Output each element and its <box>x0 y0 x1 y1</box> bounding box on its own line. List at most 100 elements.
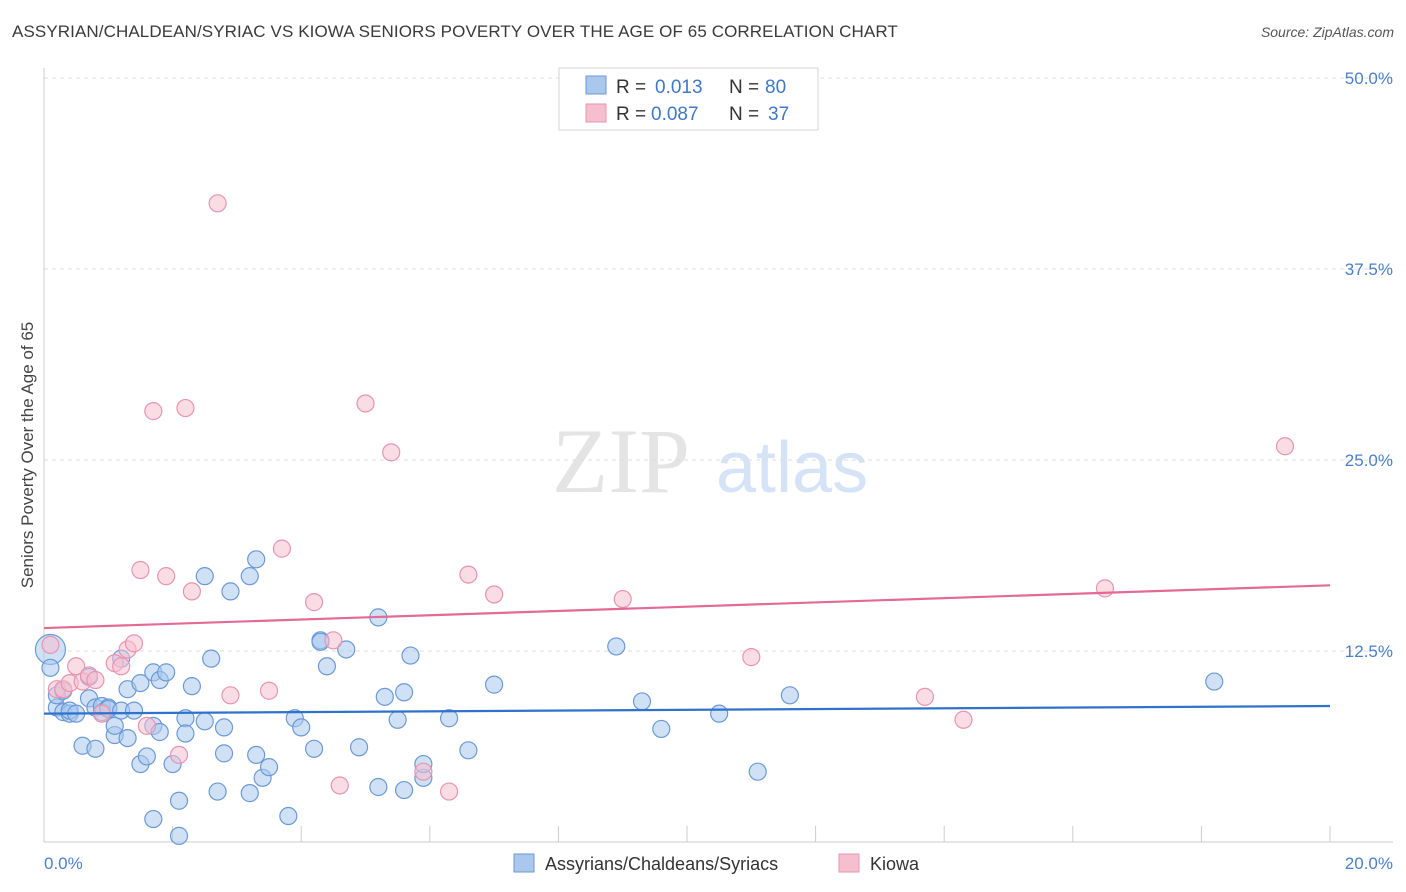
bottom-legend-swatch-pink <box>838 853 860 873</box>
bottom-legend-swatch-blue <box>513 853 535 873</box>
y-tick-label: 25.0% <box>1345 451 1393 470</box>
assyrians-point <box>259 758 279 777</box>
kiowa-point <box>1095 579 1115 598</box>
legend-n-value-1: 80 <box>765 77 786 98</box>
assyrians-point <box>240 784 259 803</box>
x-tick-label-min: 0.0% <box>44 854 83 873</box>
kiowa-point <box>131 560 150 580</box>
assyrians-point <box>317 657 337 676</box>
kiowa-point <box>169 745 189 765</box>
kiowa-point <box>356 394 375 413</box>
kiowa-point <box>221 686 240 705</box>
kiowa-point <box>182 582 201 601</box>
legend-r-label-2: R = <box>616 104 646 125</box>
assyrians-point <box>169 791 189 810</box>
kiowa-point <box>742 648 761 667</box>
kiowa-point <box>330 776 349 795</box>
assyrians-point <box>131 673 150 693</box>
assyrians-point <box>118 728 137 748</box>
assyrians-point <box>137 747 156 766</box>
kiowa-point <box>144 402 163 421</box>
assyrians-point <box>632 692 652 711</box>
assyrians-point <box>607 637 626 656</box>
assyrians-point <box>375 687 394 706</box>
source-label: Source: ZipAtlas.com <box>1260 24 1394 40</box>
kiowa-point <box>439 782 459 801</box>
assyrians-point <box>439 709 459 728</box>
assyrians-point <box>710 704 729 723</box>
assyrians-point <box>780 686 799 705</box>
assyrians-point <box>304 739 324 758</box>
kiowa-point <box>382 443 401 462</box>
assyrians-point <box>214 718 234 737</box>
kiowa-point <box>41 635 60 654</box>
trendlines <box>43 584 1331 715</box>
kiowa-point <box>324 631 343 650</box>
legend-r-value-2: 0.087 <box>651 104 699 125</box>
assyrians-point <box>388 710 407 729</box>
kiowa-point <box>259 681 279 700</box>
assyrians-point <box>182 677 201 696</box>
assyrians-point <box>369 777 388 797</box>
kiowa-point <box>459 565 478 584</box>
kiowa-trendline <box>43 584 1331 630</box>
kiowa-point <box>124 634 144 653</box>
assyrians-point <box>41 658 60 677</box>
assyrians-point <box>247 745 266 765</box>
x-axis-ticks <box>172 826 1331 842</box>
assyrians-point <box>208 782 227 801</box>
assyrians-point <box>279 806 298 826</box>
gridlines <box>44 77 1393 652</box>
kiowa-point <box>176 398 195 418</box>
kiowa-point <box>1275 437 1295 456</box>
y-axis-label: Seniors Poverty Over the Age of 65 <box>18 322 37 588</box>
legend-n-label-1: N = <box>729 77 759 98</box>
legend-n-value-2: 37 <box>768 104 789 125</box>
y-tick-label: 50.0% <box>1345 69 1393 88</box>
series-kiowa-points <box>41 194 1295 801</box>
legend-swatch-pink <box>585 103 607 123</box>
assyrians-point <box>144 809 163 829</box>
assyrians-point <box>105 716 124 735</box>
stats-legend: R = 0.013 N = 80 R = 0.087 N = 37 <box>558 67 819 131</box>
kiowa-point <box>86 670 105 690</box>
assyrians-point <box>202 649 221 668</box>
kiowa-point <box>67 657 86 676</box>
legend-n-label-2: N = <box>729 104 759 125</box>
assyrians-point <box>195 567 214 586</box>
kiowa-point <box>137 716 156 735</box>
assyrians-point <box>214 744 234 763</box>
kiowa-point <box>485 585 504 604</box>
assyrians-point <box>247 550 266 569</box>
assyrians-point <box>394 683 414 702</box>
assyrians-point <box>394 780 414 800</box>
bottom-legend-label-assyrians: Assyrians/Chaldeans/Syriacs <box>545 854 778 874</box>
kiowa-point <box>208 194 227 213</box>
y-tick-label: 12.5% <box>1345 642 1393 661</box>
kiowa-point <box>613 589 632 609</box>
assyrians-point <box>157 663 176 682</box>
y-axis-tick-labels: 12.5% 25.0% 37.5% 50.0% <box>1345 69 1393 661</box>
kiowa-point <box>304 593 324 612</box>
assyrians-trendline <box>43 704 1331 715</box>
kiowa-point <box>112 657 131 676</box>
legend-swatch-blue <box>585 75 607 95</box>
assyrians-point <box>485 675 504 694</box>
assyrians-point <box>748 762 767 781</box>
kiowa-point <box>915 687 935 706</box>
assyrians-point <box>401 646 420 665</box>
assyrians-point <box>176 724 195 743</box>
assyrians-point <box>240 567 259 586</box>
watermark-atlas: atlas <box>716 428 868 508</box>
kiowa-point <box>414 762 433 781</box>
legend-r-label-1: R = <box>616 77 646 98</box>
chart-title: ASSYRIAN/CHALDEAN/SYRIAC VS KIOWA SENIOR… <box>12 22 898 41</box>
assyrians-point <box>337 640 356 659</box>
assyrians-point <box>221 582 240 601</box>
legend-r-value-1: 0.013 <box>655 77 703 98</box>
assyrians-point <box>292 718 311 737</box>
kiowa-point <box>157 567 176 586</box>
assyrians-point <box>195 712 214 731</box>
assyrians-point <box>124 701 144 720</box>
